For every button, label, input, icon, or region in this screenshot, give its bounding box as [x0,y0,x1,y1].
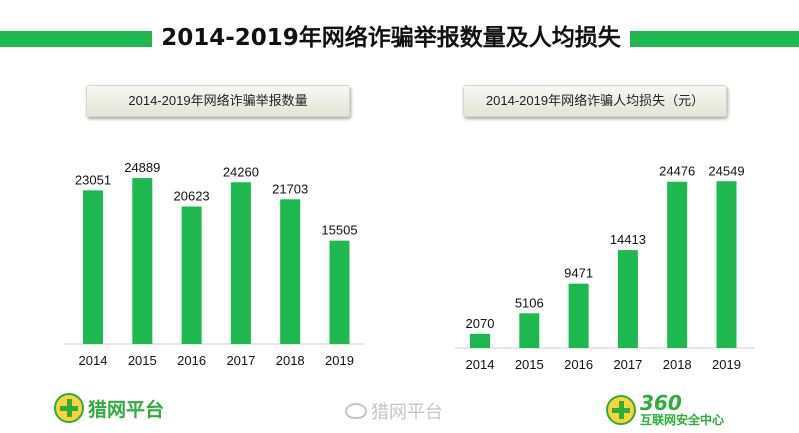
bar-2016 [181,206,202,344]
data-label-2015: 24889 [124,160,160,175]
360-logo: 360 互联网安全中心 [606,393,724,427]
logo-left-text: 猎网平台 [88,398,165,421]
bar-2017 [617,250,638,348]
tick-label-2019: 2019 [325,353,354,368]
bar-2017 [230,182,251,344]
tick-label-2017: 2017 [226,353,255,368]
data-label-2019: 15505 [321,223,357,238]
data-label-2016: 20623 [174,189,210,204]
data-label-2017: 24260 [223,164,259,179]
emblem-icon [54,393,84,423]
bar-2019 [716,181,737,348]
bar-2016 [568,283,589,348]
watermark-text: 猎网平台 [371,402,443,423]
title-bar-right [630,31,799,47]
tick-label-2015: 2015 [515,357,544,372]
data-label-2016: 9471 [564,266,593,281]
logo-right-small: 互联网安全中心 [640,413,725,427]
tick-label-2016: 2016 [177,353,206,368]
data-label-2015: 5106 [515,295,544,310]
tick-label-2018: 2018 [276,353,305,368]
bar-2019 [329,240,350,344]
data-label-2017: 14413 [610,232,646,247]
title-bar-left [0,31,152,47]
data-label-2018: 24476 [659,164,695,179]
tick-label-2019: 2019 [712,357,741,372]
data-label-2018: 21703 [272,181,308,196]
bar-2015 [132,178,153,344]
data-label-2014: 23051 [75,172,111,187]
logo-right-big: 360 [640,391,682,415]
weibo-watermark: 猎网平台 [345,398,443,424]
data-label-2014: 2070 [466,316,495,331]
tick-label-2018: 2018 [663,357,692,372]
bar-2015 [519,313,540,348]
bar-2018 [667,181,688,348]
chart-right-title: 2014-2019年网络诈骗人均损失（元） [463,85,727,117]
tick-label-2016: 2016 [564,357,593,372]
chart-left-title: 2014-2019年网络诈骗举报数量 [86,85,350,117]
tick-label-2014: 2014 [466,357,495,372]
bar-2018 [280,199,301,344]
lieweng-logo: 猎网平台 [54,393,164,423]
emblem-icon [606,395,636,425]
data-label-2019: 24549 [708,163,744,178]
page-title: 2014-2019年网络诈骗举报数量及人均损失 [161,25,621,51]
tick-label-2015: 2015 [128,353,157,368]
tick-label-2014: 2014 [79,353,108,368]
weibo-icon [345,403,367,419]
bar-2014 [83,190,103,344]
bar-2014 [470,333,490,348]
tick-label-2017: 2017 [613,357,642,372]
